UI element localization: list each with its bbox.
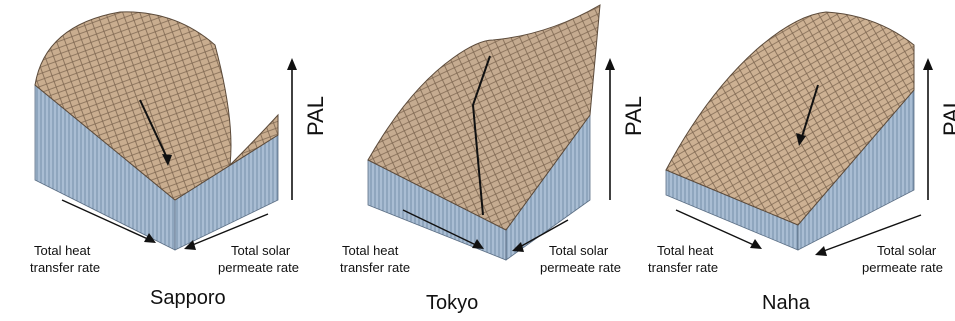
panel-sapporo: PAL Total heat transfer rate Total solar… (0, 0, 328, 321)
heat-axis-arrow-head (472, 239, 484, 249)
heat-transfer-label-line1: Total heat (34, 243, 91, 258)
heat-transfer-label-line2: transfer rate (648, 260, 719, 275)
city-name-sapporo: Sapporo (150, 287, 226, 309)
solar-axis-arrow (517, 219, 569, 249)
solar-permeate-label-line2: permeate rate (218, 260, 299, 275)
solar-permeate-label-line2: permeate rate (862, 260, 943, 275)
solar-permeate-label-line1: Total solar (231, 243, 291, 258)
city-name-naha: Naha (762, 292, 810, 314)
heat-axis-arrow (675, 209, 757, 247)
heat-transfer-label-line2: transfer rate (340, 260, 411, 275)
surface-plot-tokyo (367, 4, 615, 261)
heat-transfer-label-line2: transfer rate (30, 260, 101, 275)
surface-plot-sapporo (34, 11, 297, 251)
panel-naha: PAL Total heat transfer rate Total solar… (636, 0, 955, 321)
heat-axis-arrow (402, 209, 479, 247)
surface-top (34, 11, 279, 201)
solar-axis-arrow-head (815, 246, 827, 256)
surface-plot-naha (665, 11, 933, 256)
optimization-arrow-head (162, 154, 172, 166)
optimization-arrow (800, 84, 819, 141)
optimization-arrow (139, 99, 169, 161)
surface-top (367, 4, 601, 231)
heat-transfer-label-line1: Total heat (342, 243, 399, 258)
surface-top (665, 11, 915, 226)
city-name-tokyo: Tokyo (426, 292, 479, 314)
optimization-path (471, 55, 491, 216)
solar-permeate-label-line1: Total solar (877, 243, 937, 258)
heat-axis-arrow (61, 199, 151, 241)
solar-axis-arrow-head (512, 242, 524, 252)
pal-axis-arrow-head (923, 58, 933, 70)
heat-axis-arrow-head (144, 233, 156, 243)
solar-axis-arrow (820, 214, 922, 253)
pal-label: PAL (938, 96, 955, 136)
heat-axis-arrow-head (750, 239, 762, 249)
solar-permeate-label-line1: Total solar (549, 243, 609, 258)
solar-axis-arrow-head (184, 240, 196, 250)
solar-axis-arrow (189, 213, 269, 247)
heat-transfer-label-line1: Total heat (657, 243, 714, 258)
solar-permeate-label-line2: permeate rate (540, 260, 621, 275)
pal-axis-arrow-head (605, 58, 615, 70)
pal-axis-arrow-head (287, 58, 297, 70)
panel-tokyo: PAL Total heat transfer rate Total solar… (318, 0, 646, 321)
optimization-arrow-head (796, 133, 806, 146)
